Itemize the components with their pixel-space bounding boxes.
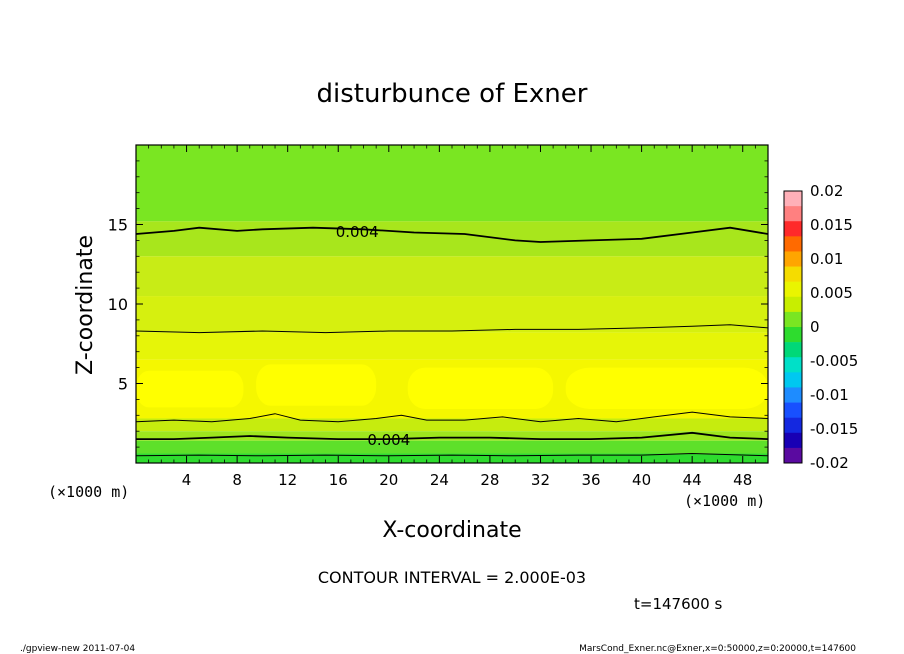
x-tick-label: 4 [182,471,192,489]
colorbar-segment [784,236,802,252]
y-axis-label: Z-coordinate [73,235,98,375]
colorbar-segment [784,432,802,449]
color-band [136,256,768,297]
colorbar-segment [784,342,802,358]
colorbar-segment [784,402,802,418]
y-tick-label: 5 [118,375,128,394]
colorbar-label: 0.015 [810,216,853,234]
x-tick-label: 48 [733,471,752,489]
color-band [136,440,768,454]
colorbar: 0.02 0.015 0.01 0.005 0 -0.005 -0.01 -0.015 -0.0… [783,182,858,472]
colorbar-label: 0 [810,318,820,336]
x-unit-right: (×1000 m) [684,492,765,510]
colorbar-segment [784,311,802,328]
colorbar-segment [784,251,802,267]
footer-right: MarsCond_Exner.nc@Exner,x=0:50000,z=0:20… [579,644,856,654]
colorbar-label: -0.005 [810,352,858,370]
y-tick-label: 15 [108,216,128,235]
colorbar-segment [784,296,802,313]
colorbar-segment [784,447,802,464]
contour-line [136,226,768,243]
color-band [136,453,768,463]
color-band [136,296,768,333]
contour-line [136,411,768,423]
colorbar-segment [784,387,802,403]
contour-line [136,431,768,440]
x-tick-label: 44 [683,471,702,489]
x-axis-label: X-coordinate [382,518,521,543]
colorbar-label: 0.02 [810,182,843,200]
colorbar-label: -0.02 [810,454,849,472]
colorbar-label: -0.01 [810,386,849,404]
yellow-region [136,370,244,408]
x-unit-left: (×1000 m) [48,483,129,501]
contour-label: 0.004 [336,223,379,241]
yellow-region [256,364,377,406]
colorbar-segment [784,266,802,282]
x-tick-label: 40 [632,471,651,489]
x-tick-label: 20 [379,471,398,489]
time-label: t=147600 s [634,595,722,613]
colorbar-frame [783,190,803,464]
colorbar-segment [784,327,802,343]
x-tick-label: 12 [278,471,297,489]
colorbar-segment [784,191,802,207]
x-tick-label: 24 [430,471,449,489]
colorbar-segment [784,206,802,222]
colorbar-label: 0.01 [810,250,843,268]
colorbar-label: 0.005 [810,284,853,302]
contour-line [136,324,768,334]
color-band [136,332,768,360]
x-tick-label: 36 [581,471,600,489]
colorbar-segment [784,281,802,298]
color-band [136,145,768,222]
colorbar-segment [784,417,802,434]
colorbar-segment [784,357,802,373]
chart-title: disturbunce of Exner [317,79,588,109]
colorbar-label: -0.015 [810,420,858,438]
contour-label: 0.004 [367,431,410,449]
x-tick-label: 8 [232,471,242,489]
colorbar-segment [784,372,802,388]
contour-interval: CONTOUR INTERVAL = 2.000E-03 [318,568,586,587]
x-tick-label: 16 [329,471,348,489]
y-tick-label: 10 [108,295,128,314]
x-tick-label: 28 [480,471,499,489]
x-tick-label: 32 [531,471,550,489]
contour-line [136,452,768,457]
color-band [136,431,768,441]
color-band [136,221,768,257]
footer-left: ./gpview-new 2011-07-04 [20,644,135,654]
colorbar-segment [784,221,802,237]
yellow-region [407,367,554,409]
yellow-region [565,367,768,409]
